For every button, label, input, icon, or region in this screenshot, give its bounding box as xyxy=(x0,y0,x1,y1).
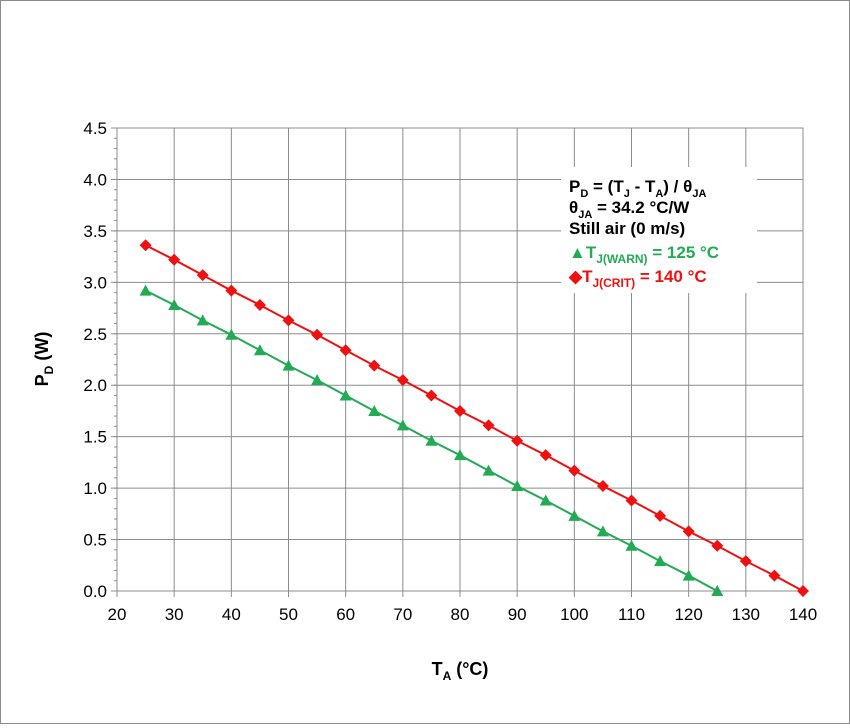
crit-point-diamond xyxy=(539,449,552,462)
warn-point-triangle xyxy=(339,389,352,401)
warn-point-triangle xyxy=(625,539,638,551)
crit-point-diamond xyxy=(682,525,695,538)
warn-point-triangle xyxy=(454,449,466,461)
warn-point-triangle xyxy=(196,314,209,326)
crit-point-diamond xyxy=(568,464,581,477)
x-tick-label: 60 xyxy=(336,605,355,624)
crit-point-diamond xyxy=(311,328,324,341)
airflow-label: Still air (0 m/s) xyxy=(569,219,685,238)
x-tick-label: 30 xyxy=(165,605,184,624)
crit-point-diamond xyxy=(511,434,524,447)
crit-point-diamond xyxy=(711,539,724,552)
crit-series-line xyxy=(145,244,804,592)
warn-point-triangle xyxy=(568,509,581,521)
y-tick-label: 3.0 xyxy=(83,273,107,292)
x-tick-label: 70 xyxy=(393,605,412,624)
crit-point-diamond xyxy=(625,494,638,507)
crit-point-diamond xyxy=(596,480,609,493)
x-tick-labels: 20 30 40 50 60 70 80 90 100 110 120 130 140 xyxy=(108,605,818,624)
x-tick-label: 110 xyxy=(618,605,645,624)
warn-legend-label: ▲TJ(WARN) = 125 °C xyxy=(569,243,719,266)
crit-point-diamond xyxy=(396,374,409,387)
crit-point-diamond xyxy=(739,555,752,568)
warn-point-triangle xyxy=(368,404,381,416)
warn-point-triangle xyxy=(539,494,552,506)
x-tick-label: 120 xyxy=(674,605,702,624)
warn-point-triangle xyxy=(511,480,524,492)
warn-point-triangle xyxy=(253,344,266,356)
crit-point-diamond xyxy=(196,269,209,282)
theta-label: θJA = 34.2 °C/W xyxy=(569,198,690,221)
y-tick-label: 4.5 xyxy=(83,119,107,138)
x-tick-label: 80 xyxy=(451,605,470,624)
x-tick-label: 140 xyxy=(789,605,817,624)
warn-point-triangle xyxy=(682,569,695,581)
x-tick-label: 130 xyxy=(732,605,760,624)
x-tick-label: 40 xyxy=(222,605,241,624)
crit-point-diamond xyxy=(168,253,181,266)
x-tick-label: 100 xyxy=(560,605,588,624)
warn-point-triangle xyxy=(396,419,409,431)
y-tick-labels: 0.0 0.5 1.0 1.5 2.0 2.5 3.0 3.5 4.0 4.5 xyxy=(83,119,107,601)
warn-point-triangle xyxy=(311,374,324,386)
triangle-icon: ▲ xyxy=(569,243,586,262)
crit-point-diamond xyxy=(797,585,809,597)
y-minor-ticks xyxy=(114,127,117,592)
warn-point-triangle xyxy=(482,464,495,476)
x-axis-title: TA (°C) xyxy=(432,659,489,683)
crit-point-diamond xyxy=(425,389,438,402)
crit-point-diamond xyxy=(482,419,495,432)
warn-point-triangle xyxy=(596,525,609,537)
y-axis-title: PD (W) xyxy=(32,332,56,387)
crit-point-diamond xyxy=(225,284,238,297)
crit-point-diamond xyxy=(282,314,295,327)
warn-point-triangle xyxy=(168,298,181,310)
y-tick-label: 2.5 xyxy=(83,325,107,344)
y-tick-label: 0.0 xyxy=(83,582,107,601)
warn-point-triangle xyxy=(225,328,238,340)
gridlines xyxy=(111,127,804,597)
x-tick-label: 20 xyxy=(108,605,127,624)
warn-point-triangle xyxy=(282,359,295,371)
x-tick-label: 90 xyxy=(508,605,527,624)
diamond-icon: ◆ xyxy=(568,267,583,286)
warn-point-triangle xyxy=(425,434,438,446)
y-tick-label: 1.5 xyxy=(83,428,107,447)
y-tick-label: 1.0 xyxy=(83,479,107,498)
crit-point-diamond xyxy=(339,344,352,357)
x-tick-label: 50 xyxy=(279,605,298,624)
annotation-background xyxy=(561,167,757,293)
crit-point-diamond xyxy=(139,239,152,252)
warn-point-triangle xyxy=(654,555,667,567)
crit-point-diamond xyxy=(768,569,781,582)
y-tick-label: 3.5 xyxy=(83,222,107,241)
crit-point-diamond xyxy=(654,509,667,522)
y-tick-label: 0.5 xyxy=(83,531,107,550)
formula-label: PD = (TJ - TA) / θJA xyxy=(569,177,706,200)
warn-point-triangle xyxy=(139,284,152,296)
warn-point-triangle xyxy=(711,585,724,596)
crit-point-diamond xyxy=(368,359,381,372)
crit-legend-label: ◆TJ(CRIT) = 140 °C xyxy=(568,267,707,290)
crit-point-diamond xyxy=(454,404,466,417)
y-tick-label: 4.0 xyxy=(83,170,107,189)
y-tick-label: 2.0 xyxy=(83,376,107,395)
